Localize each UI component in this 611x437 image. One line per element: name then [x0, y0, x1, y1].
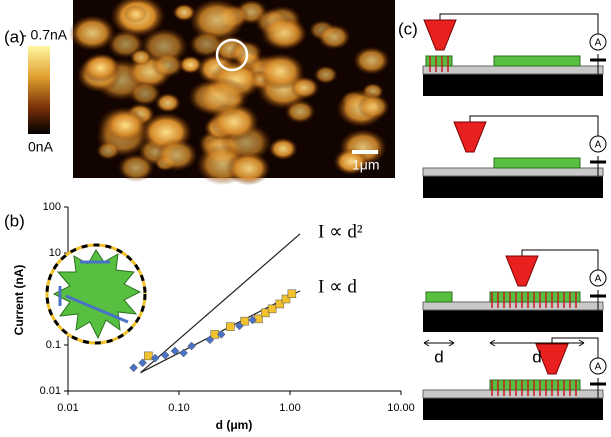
y-tick-label: 10 — [49, 247, 61, 259]
oxide — [423, 168, 603, 176]
ammeter-label: A — [595, 362, 602, 373]
panel-label: (b) — [4, 211, 25, 230]
ammeter-label: A — [595, 38, 602, 49]
point — [144, 352, 152, 360]
flake — [494, 56, 580, 66]
tip — [506, 256, 538, 286]
afm-grain — [82, 53, 120, 82]
x-tick-label: 0.01 — [57, 402, 78, 414]
tip — [424, 20, 456, 50]
dim-arrow — [424, 340, 454, 346]
point — [130, 364, 138, 372]
afm-grain — [104, 109, 146, 141]
substrate — [423, 176, 603, 198]
tip — [454, 122, 486, 152]
annotation: I ∝ d² — [318, 221, 363, 242]
afm-grain — [69, 15, 116, 51]
afm-grain — [195, 77, 249, 118]
panel-label: (c) — [398, 19, 418, 38]
point — [188, 342, 196, 350]
oxide — [423, 66, 603, 74]
afm-grain — [317, 24, 350, 50]
afm-grain — [173, 4, 196, 22]
afm-grain — [130, 49, 152, 66]
afm-grain — [357, 94, 390, 119]
colorbar-min: 0nA — [28, 139, 54, 155]
x-tick-label: 10.00 — [387, 402, 415, 414]
x-tick-label: 1.00 — [279, 402, 300, 414]
substrate — [423, 310, 603, 332]
schematics: A A A Ad d — [423, 14, 606, 420]
afm-grain — [290, 77, 319, 99]
y-axis-label: Current (nA) — [12, 265, 26, 336]
afm-grain — [155, 139, 198, 172]
ammeter-label: A — [595, 140, 602, 151]
substrate — [423, 398, 603, 420]
afm-grain — [260, 15, 305, 50]
inset — [47, 245, 145, 343]
point — [241, 317, 249, 325]
flake — [426, 292, 452, 302]
dimension-label: d — [532, 347, 541, 366]
x-axis-label: d (μm) — [216, 418, 253, 432]
colorbar — [28, 46, 50, 134]
afm-grain — [269, 138, 298, 160]
y-tick-label: 0.01 — [40, 385, 61, 397]
afm-grain — [155, 93, 181, 113]
afm-grain — [314, 66, 338, 84]
flake — [494, 158, 580, 168]
y-tick-label: 100 — [43, 201, 61, 213]
afm-grain — [124, 5, 148, 23]
scale-bar-label: 1μm — [352, 157, 380, 173]
point — [268, 305, 276, 313]
substrate — [423, 74, 603, 96]
colorbar-max: - 0.7nA — [22, 27, 68, 43]
afm-grain — [152, 53, 184, 78]
point — [226, 323, 234, 331]
afm-grain — [189, 31, 224, 58]
afm-grain — [227, 151, 271, 185]
figure: (a) - 0.7nA 0nA 1μm (b) Current (nA) d (… — [0, 0, 611, 437]
y-tick-label: 0.1 — [46, 339, 61, 351]
x-tick-label: 0.10 — [168, 402, 189, 414]
ammeter-label: A — [595, 274, 602, 285]
afm-grain — [353, 47, 390, 75]
point — [288, 290, 296, 298]
annotation: I ∝ d — [318, 276, 357, 297]
point — [180, 349, 188, 357]
dimension-label: d — [434, 347, 443, 366]
